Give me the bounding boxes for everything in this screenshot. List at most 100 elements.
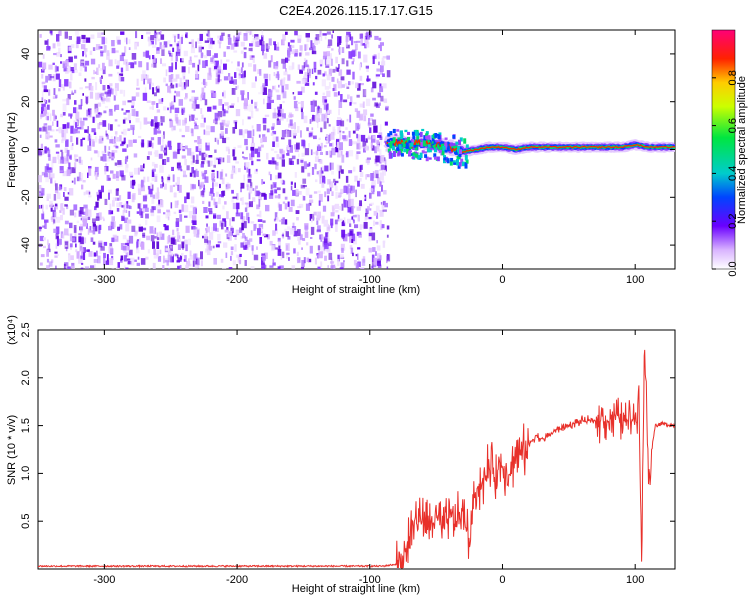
noise-cell bbox=[251, 55, 255, 58]
noise-cell bbox=[273, 41, 276, 46]
noise-cell bbox=[274, 212, 278, 220]
noise-cell bbox=[188, 41, 193, 44]
noise-cell bbox=[299, 234, 303, 240]
noise-cell bbox=[349, 223, 352, 227]
noise-cell bbox=[294, 172, 297, 178]
noise-cell bbox=[356, 94, 360, 98]
ridge-cell bbox=[432, 145, 436, 148]
noise-cell bbox=[123, 128, 127, 136]
noise-cell bbox=[77, 126, 82, 130]
noise-cell bbox=[55, 243, 58, 249]
noise-cell bbox=[281, 159, 285, 167]
noise-cell bbox=[244, 207, 248, 212]
ridge-cell bbox=[411, 139, 414, 144]
noise-cell bbox=[330, 162, 334, 170]
noise-cell bbox=[272, 123, 275, 127]
noise-cell bbox=[119, 170, 124, 177]
noise-cell bbox=[304, 82, 310, 86]
noise-cell bbox=[69, 154, 72, 160]
noise-cell bbox=[52, 109, 55, 116]
noise-cell bbox=[300, 159, 304, 163]
noise-cell bbox=[277, 266, 281, 269]
noise-cell bbox=[116, 208, 120, 212]
noise-cell bbox=[167, 40, 171, 45]
noise-cell bbox=[134, 230, 138, 235]
noise-cell bbox=[83, 117, 88, 121]
noise-cell bbox=[161, 177, 164, 183]
noise-cell bbox=[252, 38, 256, 41]
noise-cell bbox=[196, 154, 199, 161]
noise-cell bbox=[140, 165, 143, 170]
ridge-cell bbox=[415, 129, 419, 133]
ridge-cell bbox=[425, 133, 429, 137]
noise-cell bbox=[343, 260, 345, 263]
noise-cell bbox=[129, 171, 133, 176]
noise-cell bbox=[144, 76, 148, 80]
noise-cell bbox=[346, 60, 349, 67]
noise-cell bbox=[329, 162, 332, 171]
noise-cell bbox=[307, 258, 312, 263]
noise-cell bbox=[109, 258, 114, 266]
ridge-cell bbox=[416, 131, 419, 137]
noise-cell bbox=[336, 120, 341, 126]
noise-cell bbox=[177, 33, 180, 39]
noise-cell bbox=[286, 252, 290, 255]
noise-cell bbox=[39, 235, 44, 242]
noise-cell bbox=[351, 50, 355, 57]
noise-cell bbox=[48, 154, 51, 161]
noise-cell bbox=[198, 59, 201, 65]
noise-cell bbox=[144, 87, 147, 95]
noise-cell bbox=[264, 78, 268, 87]
noise-cell bbox=[276, 154, 280, 160]
noise-cell bbox=[188, 60, 192, 65]
noise-cell bbox=[79, 117, 83, 124]
ridge-cell bbox=[458, 154, 462, 157]
noise-cell bbox=[301, 139, 305, 147]
noise-cell bbox=[172, 174, 175, 182]
noise-cell bbox=[107, 151, 110, 156]
noise-cell bbox=[69, 243, 73, 248]
noise-cell bbox=[176, 162, 181, 169]
noise-cell bbox=[377, 264, 382, 268]
noise-cell bbox=[111, 152, 114, 157]
noise-cell bbox=[170, 82, 173, 85]
noise-cell bbox=[152, 45, 157, 48]
noise-cell bbox=[306, 163, 310, 167]
noise-cell bbox=[125, 63, 129, 71]
noise-cell bbox=[316, 215, 321, 221]
noise-cell bbox=[214, 60, 219, 68]
noise-cell bbox=[99, 68, 103, 71]
noise-cell bbox=[352, 206, 356, 209]
noise-cell bbox=[178, 238, 181, 242]
ridge-cell bbox=[412, 134, 416, 140]
noise-cell bbox=[79, 87, 83, 90]
noise-cell bbox=[168, 74, 173, 83]
noise-cell bbox=[104, 106, 109, 109]
noise-cell bbox=[250, 110, 254, 119]
noise-cell bbox=[356, 142, 361, 150]
noise-cell bbox=[323, 51, 328, 57]
noise-cell bbox=[189, 115, 191, 122]
noise-cell bbox=[303, 58, 307, 62]
noise-cell bbox=[140, 185, 145, 192]
noise-cell bbox=[338, 69, 343, 76]
noise-cell bbox=[365, 31, 371, 40]
noise-cell bbox=[371, 145, 375, 151]
noise-cell bbox=[79, 223, 84, 232]
noise-cell bbox=[42, 54, 45, 59]
noise-cell bbox=[71, 90, 73, 94]
noise-cell bbox=[242, 151, 244, 154]
noise-cell bbox=[217, 139, 219, 145]
noise-cell bbox=[83, 204, 88, 209]
noise-cell bbox=[203, 153, 208, 158]
noise-cell bbox=[156, 203, 161, 210]
noise-cell bbox=[364, 218, 367, 222]
noise-cell bbox=[95, 44, 101, 51]
noise-cell bbox=[92, 226, 96, 235]
noise-cell bbox=[305, 52, 310, 56]
ridge-cell bbox=[407, 137, 410, 140]
noise-cell bbox=[205, 228, 207, 231]
noise-cell bbox=[100, 246, 105, 251]
noise-cell bbox=[45, 126, 48, 134]
noise-cell bbox=[62, 124, 67, 129]
